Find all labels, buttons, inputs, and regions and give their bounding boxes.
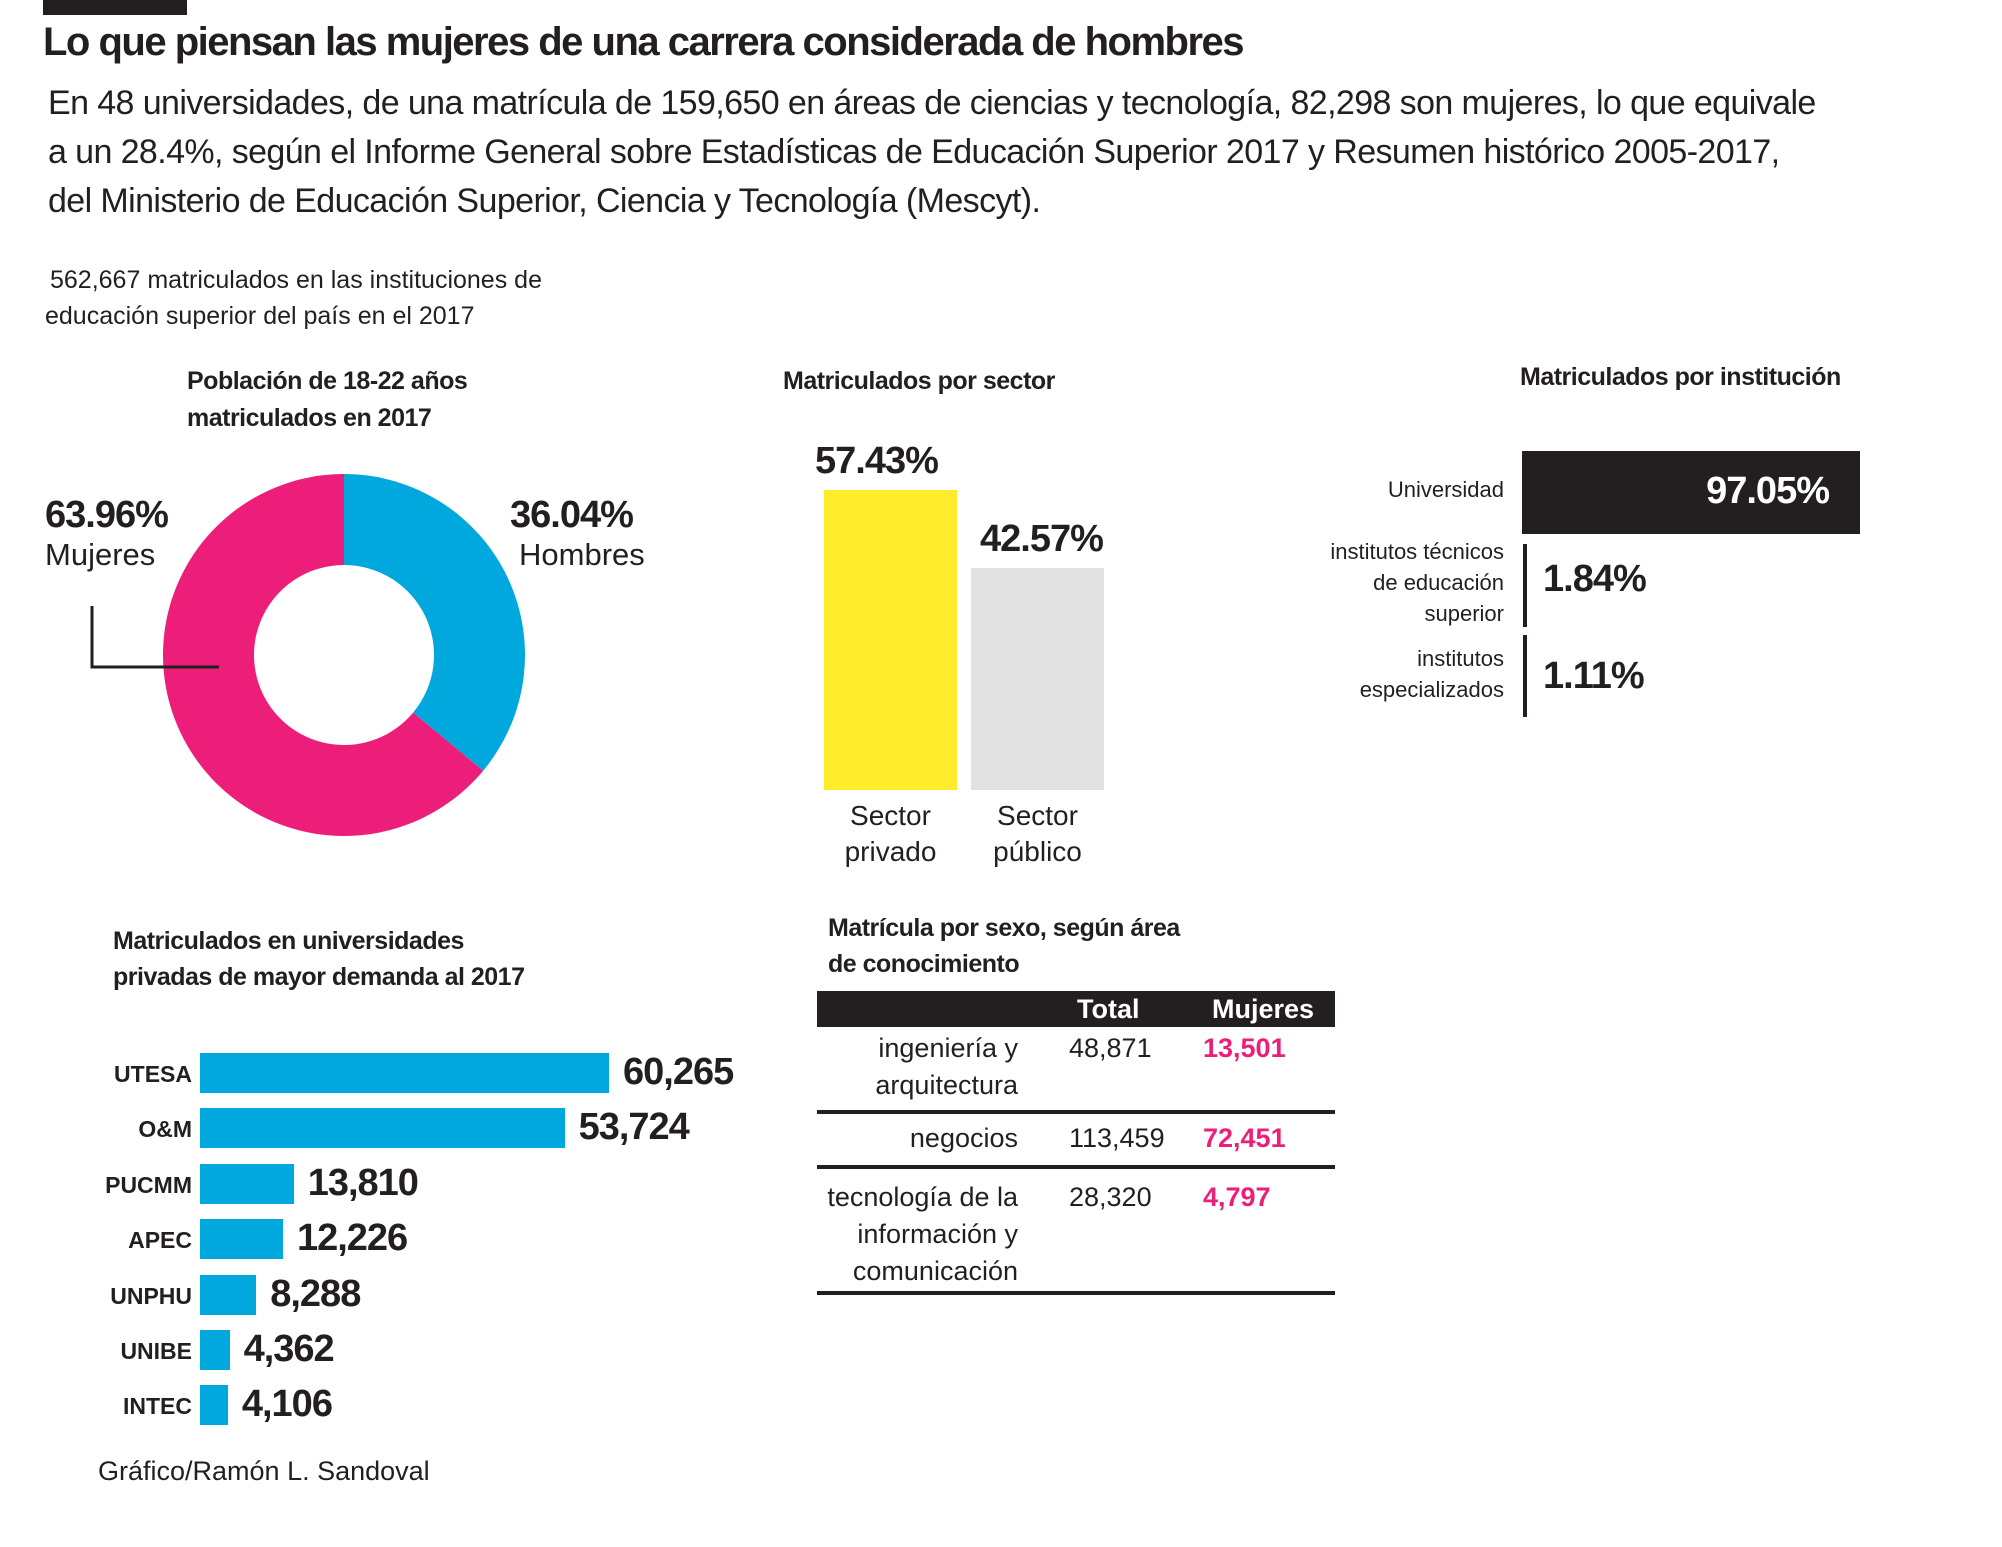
- col-total: Total: [1077, 994, 1140, 1024]
- credit: Gráfico/Ramón L. Sandoval: [98, 1456, 430, 1486]
- university-value: 13,810: [307, 1161, 419, 1204]
- donut-chart: [90, 474, 525, 836]
- table-row-divider: [817, 1110, 1335, 1114]
- page-title: Lo que piensan las mujeres de una carrer…: [43, 20, 1245, 64]
- top-accent-bar: [43, 0, 187, 15]
- universidades-title: Matriculados en universidades: [113, 927, 464, 955]
- table-area: comunicación: [852, 1256, 1018, 1286]
- table-mujeres: 72,451: [1203, 1123, 1286, 1153]
- sector-label: público: [993, 836, 1082, 867]
- institucion-label: superior: [1424, 601, 1504, 626]
- table-title: Matrícula por sexo, según área: [828, 914, 1180, 942]
- table-row-divider: [817, 1165, 1335, 1169]
- university-label: UNPHU: [110, 1282, 192, 1309]
- sector-label: privado: [844, 836, 937, 867]
- university-value: 4,106: [241, 1383, 333, 1426]
- tecnicos-bar: [1523, 544, 1527, 627]
- universidad-value: 97.05%: [1706, 470, 1830, 512]
- table-area: ingeniería y: [878, 1033, 1018, 1063]
- sector-title: Matriculados por sector: [783, 367, 1055, 395]
- donut-slice-hombres: [344, 474, 525, 771]
- university-label: PUCMM: [105, 1171, 192, 1198]
- university-label: INTEC: [123, 1393, 192, 1420]
- table-area: tecnología de la: [827, 1182, 1018, 1212]
- table-total: 28,320: [1069, 1182, 1152, 1212]
- university-bar: [200, 1108, 565, 1149]
- total-note: 562,667 matriculados en las institucione…: [50, 266, 542, 294]
- institucion-label: institutos técnicos: [1330, 539, 1504, 564]
- especializados-bar: [1523, 635, 1527, 717]
- university-bar: [200, 1274, 257, 1315]
- hombres-pct: 36.04%: [510, 494, 634, 536]
- donut-title: Población de 18-22 años: [187, 367, 468, 395]
- university-bar: [200, 1330, 230, 1370]
- institucion-label: de educación: [1373, 570, 1504, 595]
- table-area: arquitectura: [875, 1070, 1018, 1100]
- mujeres-pct: 63.96%: [45, 494, 169, 536]
- institucion-title: Matriculados por institución: [1520, 363, 1841, 391]
- sector-bar-privado: [824, 490, 957, 790]
- table-row-divider: [817, 1291, 1335, 1295]
- institucion-label: institutos: [1417, 646, 1504, 671]
- university-value: 53,724: [578, 1106, 690, 1149]
- donut-slice-mujeres: [162, 474, 484, 836]
- total-note: educación superior del país en el 2017: [45, 302, 475, 330]
- table-total: 48,871: [1069, 1033, 1152, 1063]
- university-bar: [200, 1053, 609, 1093]
- table-total: 113,459: [1069, 1123, 1165, 1153]
- sector-label: Sector: [850, 800, 931, 831]
- table-mujeres: 13,501: [1203, 1033, 1286, 1063]
- institucion-label: Universidad: [1387, 477, 1504, 502]
- hombres-label: Hombres: [519, 537, 645, 572]
- table-mujeres: 4,797: [1203, 1182, 1271, 1212]
- intro-line: En 48 universidades, de una matrícula de…: [48, 84, 1816, 122]
- university-value: 8,288: [270, 1272, 361, 1315]
- tecnicos-value: 1.84%: [1543, 558, 1647, 600]
- university-label: UTESA: [114, 1061, 192, 1087]
- table-title: de conocimiento: [828, 950, 1020, 978]
- sector-value: 57.43%: [815, 440, 939, 482]
- especializados-value: 1.11%: [1543, 655, 1645, 697]
- university-value: 12,226: [296, 1217, 408, 1260]
- university-value: 4,362: [243, 1328, 335, 1370]
- university-label: O&M: [138, 1116, 192, 1143]
- col-mujeres: Mujeres: [1212, 994, 1315, 1024]
- sector-label: Sector: [997, 800, 1078, 831]
- intro-line: a un 28.4%, según el Informe General sob…: [48, 133, 1780, 171]
- universidades-title: privadas de mayor demanda al 2017: [113, 963, 525, 991]
- table-area: negocios: [909, 1123, 1018, 1153]
- table-header: [817, 991, 1335, 1027]
- institucion-label: especializados: [1359, 677, 1504, 702]
- university-bar: [200, 1385, 228, 1426]
- intro-line: del Ministerio de Educación Superior, Ci…: [48, 182, 1041, 220]
- university-bar: [200, 1219, 283, 1260]
- mujeres-label: Mujeres: [45, 537, 156, 572]
- university-label: UNIBE: [120, 1338, 192, 1364]
- university-bar: [200, 1163, 294, 1204]
- sector-value: 42.57%: [980, 517, 1104, 560]
- leader-line: [90, 606, 219, 669]
- universidad-bar: [1522, 451, 1860, 534]
- donut-title: matriculados en 2017: [187, 404, 432, 432]
- sector-bar-publico: [971, 567, 1104, 790]
- university-value: 60,265: [623, 1051, 734, 1093]
- university-label: APEC: [128, 1227, 192, 1254]
- table-area: información y: [857, 1219, 1018, 1249]
